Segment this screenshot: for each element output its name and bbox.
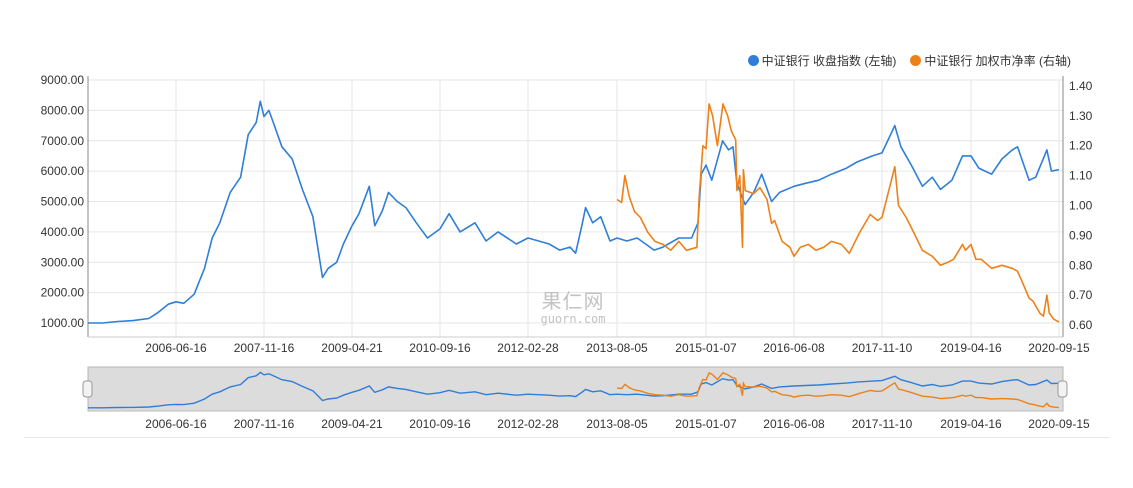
y-left-tick-label: 1000.00 bbox=[41, 316, 85, 330]
y-right-tick-label: 1.30 bbox=[1069, 109, 1093, 123]
chart-legend: 中证银行 收盘指数 (左轴) 中证银行 加权市净率 (右轴) bbox=[747, 52, 1071, 69]
x-tick-label: 2020-09-15 bbox=[1028, 341, 1090, 355]
x-tick-label: 2019-04-16 bbox=[940, 341, 1002, 355]
navigator-line-close-index bbox=[88, 371, 1060, 409]
y-right-tick-label: 0.90 bbox=[1069, 228, 1093, 242]
navigator-handle-left[interactable] bbox=[82, 380, 93, 398]
navigator-x-tick-label: 2007-11-16 bbox=[234, 417, 295, 431]
y-left-tick-label: 5000.00 bbox=[41, 195, 85, 209]
navigator bbox=[82, 366, 1068, 412]
x-tick-label: 2009-04-21 bbox=[321, 341, 383, 355]
x-tick-label: 2016-06-08 bbox=[763, 341, 825, 355]
x-tick-label: 2007-11-16 bbox=[234, 341, 295, 355]
navigator-x-tick-label: 2010-09-16 bbox=[409, 417, 471, 431]
legend-item-pb-ratio[interactable]: 中证银行 加权市净率 (右轴) bbox=[910, 52, 1071, 69]
x-tick-label: 2017-11-10 bbox=[852, 341, 913, 355]
navigator-x-tick-label: 2019-04-16 bbox=[940, 417, 1002, 431]
navigator-handle-right[interactable] bbox=[1057, 380, 1068, 398]
navigator-x-tick-label: 2015-01-07 bbox=[675, 417, 737, 431]
y-right-tick-label: 1.10 bbox=[1069, 169, 1093, 183]
footer-divider bbox=[24, 437, 1109, 438]
y-left-tick-label: 8000.00 bbox=[41, 103, 85, 117]
navigator-x-tick-label: 2012-02-28 bbox=[497, 417, 559, 431]
x-tick-label: 2012-02-28 bbox=[497, 341, 559, 355]
y-left-tick-label: 9000.00 bbox=[41, 73, 85, 87]
navigator-x-tick-label: 2013-08-05 bbox=[586, 417, 648, 431]
navigator-line-pb-ratio bbox=[616, 371, 1060, 409]
legend-label-close-index: 中证银行 收盘指数 (左轴) bbox=[761, 54, 897, 68]
navigator-x-tick-label: 2016-06-08 bbox=[763, 417, 825, 431]
y-right-tick-label: 1.20 bbox=[1069, 139, 1093, 153]
x-tick-label: 2013-08-05 bbox=[586, 341, 648, 355]
y-left-tick-label: 3000.00 bbox=[41, 255, 85, 269]
watermark-cn: 果仁网 bbox=[541, 289, 605, 313]
navigator-x-tick-label: 2009-04-21 bbox=[321, 417, 383, 431]
watermark-en: guorn.com bbox=[540, 312, 606, 326]
y-right-tick-label: 0.60 bbox=[1069, 318, 1093, 332]
y-left-tick-label: 4000.00 bbox=[41, 225, 85, 239]
navigator-x-tick-label: 2017-11-10 bbox=[852, 417, 913, 431]
watermark: 果仁网 guorn.com bbox=[528, 285, 618, 326]
x-tick-label: 2010-09-16 bbox=[409, 341, 471, 355]
series-line-pb-ratio bbox=[616, 103, 1060, 323]
legend-item-close-index[interactable]: 中证银行 收盘指数 (左轴) bbox=[747, 52, 897, 69]
legend-marker-close-index bbox=[747, 55, 759, 66]
y-right-tick-label: 1.40 bbox=[1069, 79, 1093, 93]
navigator-x-tick-label: 2006-06-16 bbox=[145, 417, 207, 431]
y-left-tick-label: 6000.00 bbox=[41, 164, 85, 178]
navigator-x-tick-label: 2020-09-15 bbox=[1028, 417, 1090, 431]
y-right-tick-label: 0.70 bbox=[1069, 288, 1093, 302]
y-left-tick-label: 2000.00 bbox=[41, 286, 85, 300]
legend-label-pb-ratio: 中证银行 加权市净率 (右轴) bbox=[924, 54, 1071, 68]
y-right-tick-label: 1.00 bbox=[1069, 199, 1093, 213]
y-right-tick-label: 0.80 bbox=[1069, 258, 1093, 272]
legend-marker-pb-ratio bbox=[910, 55, 922, 66]
grid-lines bbox=[88, 79, 1063, 337]
navigator-selection bbox=[87, 366, 1064, 412]
series-line-close-index bbox=[88, 100, 1060, 324]
y-left-tick-label: 7000.00 bbox=[41, 134, 85, 148]
x-tick-label: 2006-06-16 bbox=[145, 341, 207, 355]
x-tick-label: 2015-01-07 bbox=[675, 341, 737, 355]
